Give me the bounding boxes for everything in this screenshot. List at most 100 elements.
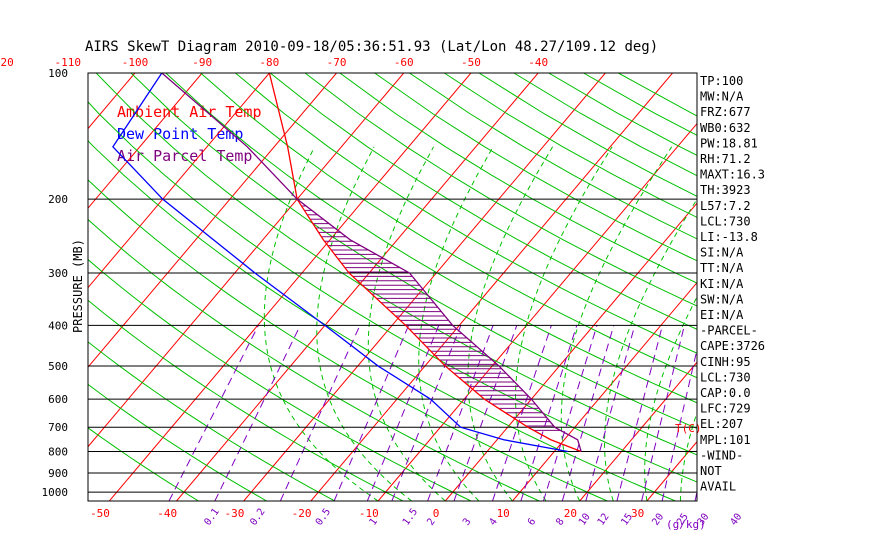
- mixing-ratio-line: [616, 325, 663, 501]
- dry-adiabat-line: [88, 218, 540, 501]
- mixing-ratio-line: [641, 325, 685, 501]
- bottom-temp-tick: 10: [497, 507, 510, 520]
- index-item: TT:N/A: [700, 261, 744, 275]
- mixing-ratio-label: 20: [650, 512, 666, 528]
- isotherm-line: [88, 73, 136, 130]
- mixing-ratio-line: [661, 347, 697, 501]
- index-item: LCL:730: [700, 214, 751, 228]
- top-temp-tick: -120: [0, 56, 14, 69]
- mixing-ratio-line: [279, 325, 361, 501]
- mixing-ratio-line: [453, 325, 518, 501]
- series-line: [268, 73, 582, 453]
- mixing-ratio-label: 3: [461, 516, 473, 527]
- pressure-tick-label: 600: [48, 393, 68, 406]
- isotherm-line: [88, 73, 405, 448]
- mixing-ratio-label: 0.1: [202, 507, 221, 528]
- isotherm-line: [176, 73, 539, 501]
- bottom-temp-tick: -40: [157, 507, 177, 520]
- series-line: [112, 73, 568, 453]
- isotherm-line: [243, 73, 606, 501]
- pressure-tick-label: 800: [48, 446, 68, 459]
- pressure-tick-label: 900: [48, 467, 68, 480]
- mixing-ratio-line: [542, 325, 598, 501]
- pressure-tick-label: 200: [48, 193, 68, 206]
- bottom-temp-tick: -50: [90, 507, 110, 520]
- mixing-ratio-line: [427, 325, 494, 501]
- bottom-temperature-ticks: -50 -40 -30 -20 -10 0 10 20 30: [90, 507, 644, 520]
- index-item: CINH:95: [700, 355, 751, 369]
- isotherm-line: [0, 73, 68, 501]
- index-item: -PARCEL-: [700, 324, 758, 338]
- isobars: [88, 198, 697, 493]
- index-item: RH:71.2: [700, 152, 751, 166]
- index-item: SW:N/A: [700, 292, 744, 306]
- index-item: NOT: [700, 464, 722, 478]
- index-item: AVAIL: [700, 480, 736, 494]
- isotherm-line: [88, 73, 203, 209]
- mixing-ratio-line: [520, 325, 578, 501]
- mixing-ratio-label: 40: [729, 512, 745, 528]
- dry-adiabat-line: [235, 73, 697, 354]
- isotherm-line: [781, 73, 870, 501]
- mixing-ratio-label: 1.5: [401, 507, 420, 528]
- mixing-ratio-labels: 0.1 0.2 0.5 1 1.5 2 3 4 6 8 10 12 15 20 25 30 40: [202, 507, 744, 528]
- mixing-ratio-line: [168, 325, 259, 501]
- isotherm-line: [108, 73, 472, 501]
- legend-item: Air Parcel Temp: [117, 147, 252, 165]
- mixing-ratio-label: 6: [526, 516, 538, 527]
- dry-adiabat-line: [200, 73, 697, 379]
- isotherm-line: [0, 73, 1, 501]
- mixing-ratio-label: 0.2: [248, 507, 267, 528]
- mixing-ratio-line: [333, 325, 410, 501]
- index-item: MW:N/A: [700, 90, 744, 104]
- bottom-temp-tick: -10: [359, 507, 379, 520]
- top-temp-tick: -80: [259, 56, 279, 69]
- index-item: SI:N/A: [700, 246, 744, 260]
- mixing-ratio-label: 4: [487, 516, 499, 527]
- mixing-ratio-line: [214, 325, 301, 501]
- dry-adiabat-line: [165, 73, 697, 404]
- mixing-ratio-line: [391, 325, 462, 501]
- index-item: KI:N/A: [700, 277, 744, 291]
- isotherm-line: [310, 73, 673, 501]
- mixing-ratio-label: 2: [425, 516, 437, 527]
- pressure-tick-labels: 100 200 300 400 500 600 700 800 900 1000: [42, 67, 69, 499]
- dry-adiabat-line: [88, 179, 608, 501]
- dry-adiabat-line: [88, 258, 472, 501]
- dry-adiabat-line: [88, 341, 336, 501]
- y-axis-label: PRESSURE (MB): [71, 239, 85, 333]
- top-temp-tick: -110: [55, 56, 82, 69]
- dry-adiabat-line: [339, 73, 697, 284]
- isotherm-line: [88, 73, 337, 368]
- index-item: FRZ:677: [700, 105, 751, 119]
- index-item: EL:207: [700, 417, 743, 431]
- dry-adiabat-line: [409, 73, 697, 240]
- index-item: LI:-13.8: [700, 230, 758, 244]
- mixing-ratio-line: [366, 325, 440, 501]
- index-item: CAP:0.0: [700, 386, 751, 400]
- index-item: CAPE:3726: [700, 339, 765, 353]
- temperature-unit-label: T(C): [675, 422, 702, 435]
- top-temp-tick: -40: [528, 56, 548, 69]
- top-temp-tick: -100: [122, 56, 149, 69]
- index-item: MPL:101: [700, 433, 751, 447]
- bottom-temp-tick: -30: [224, 507, 244, 520]
- chart-title: AIRS SkewT Diagram 2010-09-18/05:36:51.9…: [85, 39, 658, 55]
- dry-adiabat-line: [374, 73, 697, 262]
- bottom-temp-tick: 20: [564, 507, 577, 520]
- mixing-ratio-line: [585, 325, 636, 501]
- index-item: LFC:729: [700, 402, 751, 416]
- dry-adiabat-line: [478, 73, 697, 197]
- dry-adiabat-line: [95, 73, 697, 456]
- mixing-ratio-unit-label: (g/kg): [666, 518, 706, 531]
- dry-adiabat-line: [88, 383, 267, 501]
- pressure-tick-label: 1000: [42, 486, 69, 499]
- cape-shading: [301, 205, 561, 431]
- index-item: TP:100: [700, 74, 743, 88]
- mixing-ratio-line: [561, 325, 615, 501]
- sounding-series: [112, 73, 582, 453]
- pressure-tick-label: 300: [48, 267, 68, 280]
- index-item: L57:7.2: [700, 199, 751, 213]
- chart-legend: Ambient Air Temp Dew Point Temp Air Parcel…: [117, 103, 262, 165]
